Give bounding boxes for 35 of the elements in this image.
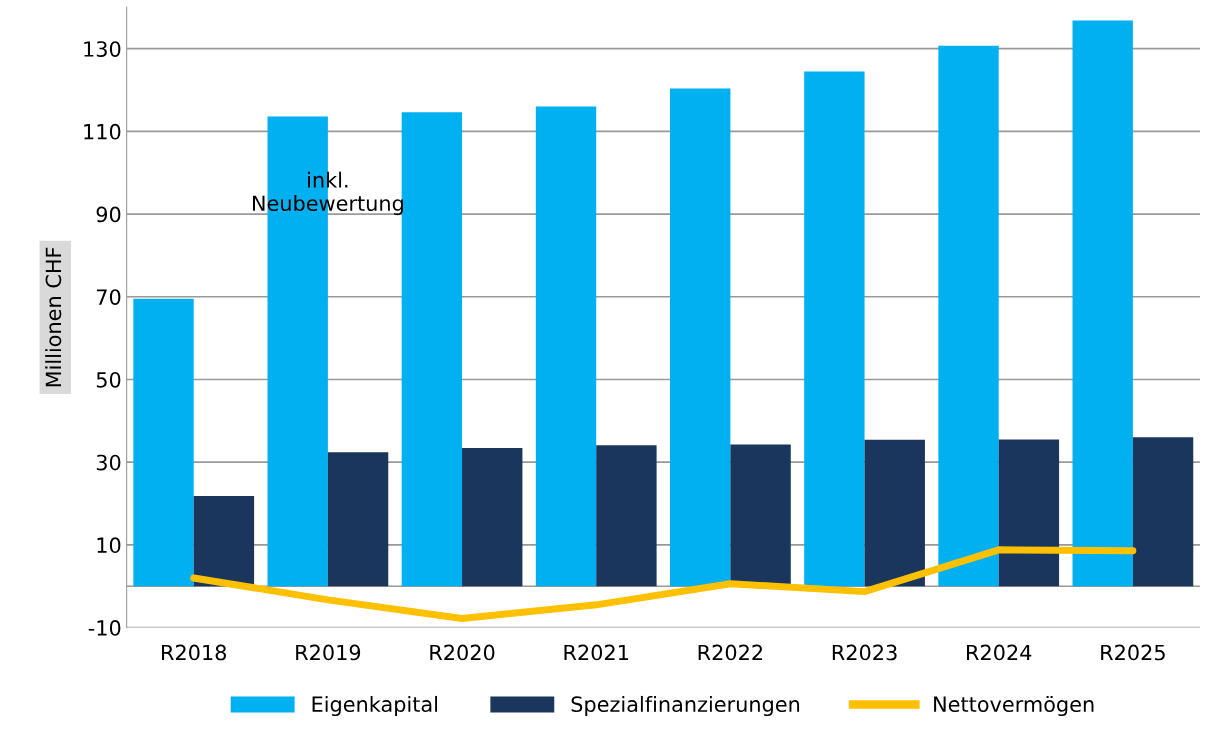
bar xyxy=(730,444,791,587)
bar xyxy=(327,452,389,587)
y-tick-label: 50 xyxy=(96,371,121,388)
y-tick-label: 110 xyxy=(84,123,121,140)
x-tick-label: R2020 xyxy=(430,644,495,661)
bar xyxy=(998,439,1060,587)
bar xyxy=(462,448,523,587)
bar xyxy=(670,88,731,587)
y-tick-label: -10 xyxy=(88,620,121,636)
bar xyxy=(864,439,925,587)
legend-label: Nettovermögen xyxy=(934,695,1094,717)
x-tick-label: R2021 xyxy=(564,644,629,661)
bar xyxy=(1132,437,1194,587)
x-tick-label: R2018 xyxy=(162,644,227,661)
bar xyxy=(193,496,255,587)
bar xyxy=(596,445,657,587)
bar xyxy=(804,71,865,587)
legend-label: Eigenkapital xyxy=(312,695,438,717)
x-tick-label: R2023 xyxy=(832,644,897,661)
bar xyxy=(401,112,463,587)
y-tick-label: 30 xyxy=(96,454,121,471)
y-tick-label: 10 xyxy=(97,537,121,554)
y-tick-label: 90 xyxy=(96,206,121,223)
x-tick-label: R2024 xyxy=(967,644,1032,661)
bar xyxy=(535,106,597,587)
x-tick-label: R2022 xyxy=(698,644,763,661)
legend-label: Spezialfinanzierungen xyxy=(571,695,800,717)
y-tick-label: 70 xyxy=(96,289,121,305)
bar xyxy=(133,298,194,587)
y-tick-label: 130 xyxy=(84,41,121,57)
bar xyxy=(938,45,999,587)
bar xyxy=(1072,20,1133,587)
y-axis-title: Millionen CHF xyxy=(45,247,62,387)
x-tick-label: R2019 xyxy=(296,644,361,661)
x-tick-label: R2025 xyxy=(1101,644,1165,661)
